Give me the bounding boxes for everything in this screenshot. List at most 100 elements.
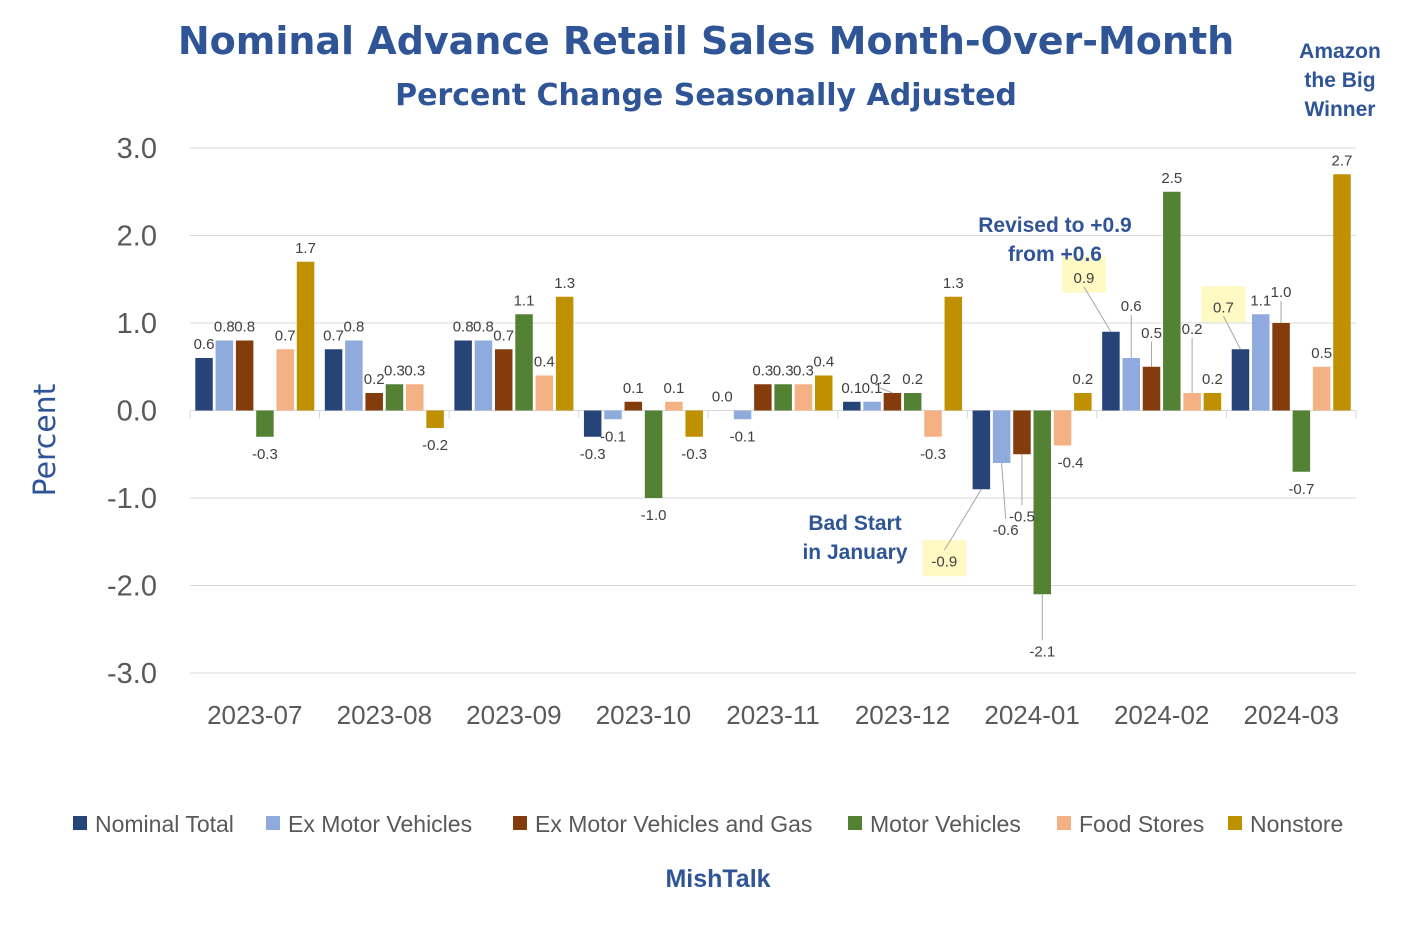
y-axis-label: Percent (28, 383, 63, 496)
bar-nominal-total (195, 358, 213, 411)
data-label: 0.6 (1121, 298, 1142, 315)
data-label: 0.3 (752, 362, 773, 379)
bar-nonstore (1333, 174, 1351, 411)
bar-ex-motor-vehicles (604, 410, 622, 420)
legend-swatch (73, 816, 87, 830)
credit-label: MishTalk (665, 865, 770, 893)
bar-ex-motor-vehicles (1122, 358, 1140, 411)
bar-motor-vehicles (385, 384, 404, 411)
data-label: 0.3 (773, 362, 794, 379)
y-tick-label: 1.0 (117, 308, 157, 340)
data-label: -0.3 (920, 446, 946, 463)
data-label: 0.8 (234, 319, 255, 336)
legend-label: Ex Motor Vehicles (288, 811, 472, 837)
data-label: 0.6 (194, 336, 215, 353)
bar-ex-motor-vehicles (863, 401, 881, 411)
data-label: 0.8 (453, 319, 474, 336)
data-label: 0.7 (493, 327, 514, 344)
bar-ex-motor-vehicles (345, 340, 363, 411)
data-label: 0.4 (813, 354, 834, 371)
data-label: 0.5 (1311, 345, 1332, 362)
bar-motor-vehicles (774, 384, 792, 411)
annotation-text: Revised to +0.9 (978, 214, 1132, 237)
data-label: 0.2 (870, 371, 891, 388)
data-label: 0.2 (1202, 371, 1223, 388)
bar-ex-motor-vehicles (1252, 314, 1270, 411)
data-label: 0.2 (1182, 321, 1203, 338)
bar-motor-vehicles (256, 410, 274, 437)
data-label: -0.6 (993, 522, 1019, 539)
data-label: 0.7 (1213, 299, 1234, 316)
bar-motor-vehicles (1033, 410, 1052, 595)
data-label: -0.1 (730, 428, 756, 445)
bar-food-stores (406, 384, 424, 411)
bar-food-stores (794, 384, 813, 411)
data-label: -0.5 (1009, 508, 1035, 525)
annotation-text: from +0.6 (1008, 243, 1102, 266)
label-leader-line (1223, 316, 1241, 350)
legend-label: Nominal Total (95, 811, 234, 837)
bar-food-stores (276, 349, 294, 411)
data-label: -0.7 (1288, 481, 1314, 498)
data-label: 0.1 (663, 380, 684, 397)
x-tick-label: 2023-11 (726, 700, 820, 730)
bar-ex-motor-vehicles (992, 410, 1011, 463)
legend-label: Nonstore (1250, 811, 1343, 837)
bar-ex-motor-vehicles-and-gas (1272, 323, 1290, 411)
data-label: 0.8 (214, 319, 235, 336)
bar-food-stores (535, 375, 554, 411)
data-label: -0.9 (931, 553, 957, 570)
chart-title: Nominal Advance Retail Sales Month-Over-… (178, 19, 1234, 63)
legend-label: Food Stores (1079, 811, 1204, 837)
data-label: 0.8 (343, 319, 364, 336)
bar-food-stores (1312, 366, 1331, 411)
bar-food-stores (1183, 393, 1201, 411)
data-label: 1.1 (1250, 292, 1271, 309)
y-tick-label: -2.0 (107, 571, 157, 603)
bar-nonstore (296, 261, 315, 411)
x-tick-label: 2023-08 (337, 700, 432, 730)
legend-swatch (848, 816, 862, 830)
data-label: 0.8 (473, 319, 494, 336)
data-label: 0.1 (862, 380, 883, 397)
bar-motor-vehicles (644, 410, 663, 498)
bar-ex-motor-vehicles (474, 340, 493, 411)
x-tick-label: 2023-07 (207, 700, 302, 730)
bar-ex-motor-vehicles-and-gas (365, 393, 383, 411)
data-label: 1.1 (514, 292, 535, 309)
bar-nominal-total (583, 410, 602, 437)
label-leader-line (1001, 462, 1007, 520)
bar-food-stores (924, 410, 942, 437)
annotation-text: the Big (1304, 69, 1375, 92)
bar-ex-motor-vehicles-and-gas (1013, 410, 1031, 455)
data-label: 1.3 (943, 275, 964, 292)
data-label: 0.9 (1073, 270, 1094, 287)
data-label: 0.1 (841, 380, 862, 397)
bar-motor-vehicles (903, 393, 922, 411)
data-label: 0.2 (364, 371, 385, 388)
bar-ex-motor-vehicles-and-gas (624, 401, 643, 411)
bar-nonstore (1203, 393, 1222, 411)
bar-ex-motor-vehicles-and-gas (235, 340, 254, 411)
bar-ex-motor-vehicles-and-gas (494, 349, 513, 411)
bar-ex-motor-vehicles (733, 410, 752, 420)
legend-label: Motor Vehicles (870, 811, 1021, 837)
data-label: 2.7 (1332, 152, 1353, 169)
bar-nonstore (815, 375, 833, 411)
data-label: 0.2 (1072, 371, 1093, 388)
data-label: 0.0 (712, 389, 733, 406)
bar-ex-motor-vehicles-and-gas (883, 393, 902, 411)
bar-nonstore (685, 410, 703, 437)
data-label: -0.3 (252, 446, 278, 463)
legend-swatch (513, 816, 527, 830)
x-tick-label: 2024-02 (1114, 700, 1209, 730)
label-leader-line (880, 387, 893, 394)
data-label: 0.3 (793, 362, 814, 379)
y-tick-label: 0.0 (117, 396, 157, 428)
bar-ex-motor-vehicles-and-gas (754, 384, 772, 411)
x-tick-label: 2024-01 (984, 700, 1079, 730)
data-label: 0.3 (404, 362, 425, 379)
data-label: 2.5 (1161, 170, 1182, 187)
bar-motor-vehicles (1292, 410, 1311, 472)
